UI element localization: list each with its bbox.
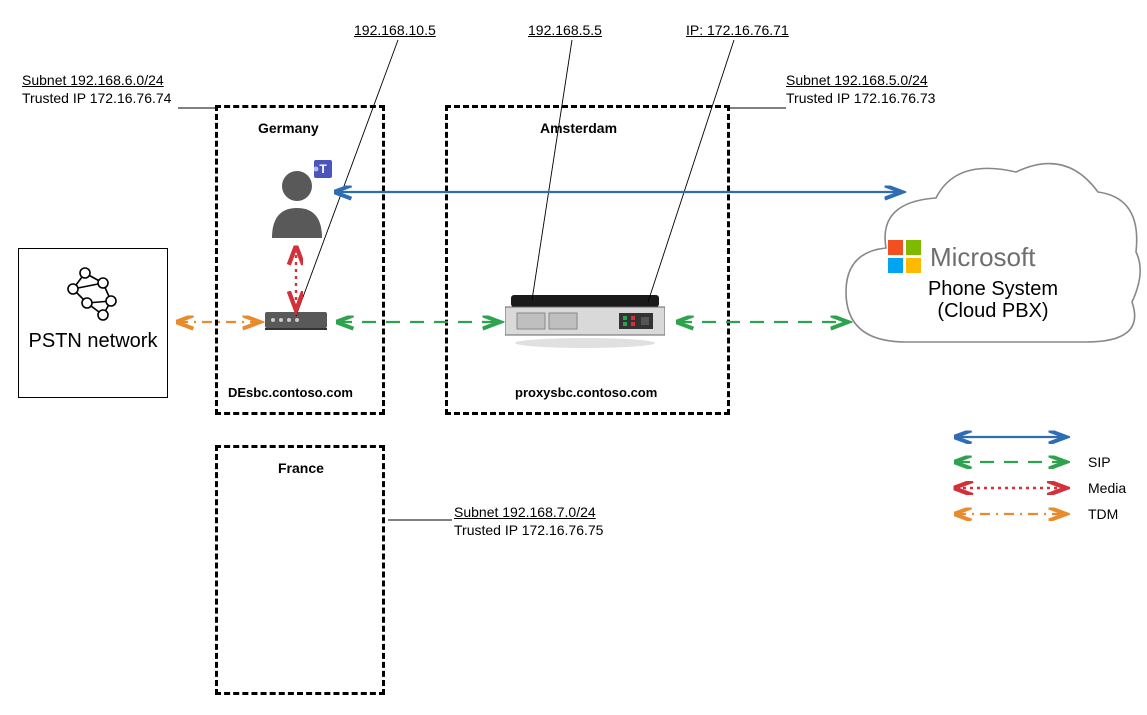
france-title: France — [278, 460, 324, 476]
cloud-line1: Phone System — [898, 278, 1088, 301]
france-box — [215, 445, 385, 695]
germany-title: Germany — [258, 120, 319, 136]
legend-row-blue — [950, 430, 1126, 444]
amsterdam-subnet: Subnet 192.168.5.0/24 — [786, 72, 928, 88]
germany-trusted: Trusted IP 172.16.76.74 — [22, 90, 171, 106]
pstn-network-icon — [63, 263, 123, 323]
ip-callout-amsterdam-ip: IP: 172.16.76.71 — [686, 22, 789, 38]
legend-tdm-label: TDM — [1088, 506, 1118, 522]
cloud-brand-row: Microsoft — [888, 240, 1035, 274]
proxysbc-device-icon — [505, 295, 665, 350]
amsterdam-box — [445, 105, 730, 415]
france-trusted: Trusted IP 172.16.76.75 — [454, 522, 603, 538]
legend-media-label: Media — [1088, 480, 1126, 496]
teams-user-icon: T — [262, 160, 332, 240]
legend-sip-label: SIP — [1088, 454, 1111, 470]
ip-callout-germany: 192.168.10.5 — [354, 22, 436, 38]
microsoft-logo-icon — [888, 240, 922, 274]
legend: SIP Media TDM — [950, 430, 1126, 532]
germany-box — [215, 105, 385, 415]
cloud-line2: (Cloud PBX) — [898, 300, 1088, 323]
ip-callout-amsterdam: 192.168.5.5 — [528, 22, 602, 38]
legend-row-media: Media — [950, 480, 1126, 496]
france-subnet: Subnet 192.168.7.0/24 — [454, 504, 596, 520]
legend-row-tdm: TDM — [950, 506, 1126, 522]
germany-host: DEsbc.contoso.com — [228, 385, 353, 400]
legend-row-sip: SIP — [950, 454, 1126, 470]
amsterdam-trusted: Trusted IP 172.16.76.73 — [786, 90, 935, 106]
amsterdam-host: proxysbc.contoso.com — [515, 385, 657, 400]
cloud-brand: Microsoft — [930, 242, 1035, 273]
pstn-label: PSTN network — [19, 330, 167, 352]
amsterdam-title: Amsterdam — [540, 120, 617, 136]
svg-text:T: T — [319, 162, 327, 176]
germany-subnet: Subnet 192.168.6.0/24 — [22, 72, 164, 88]
pstn-box: PSTN network — [18, 248, 168, 398]
desbc-device-icon — [265, 312, 327, 334]
